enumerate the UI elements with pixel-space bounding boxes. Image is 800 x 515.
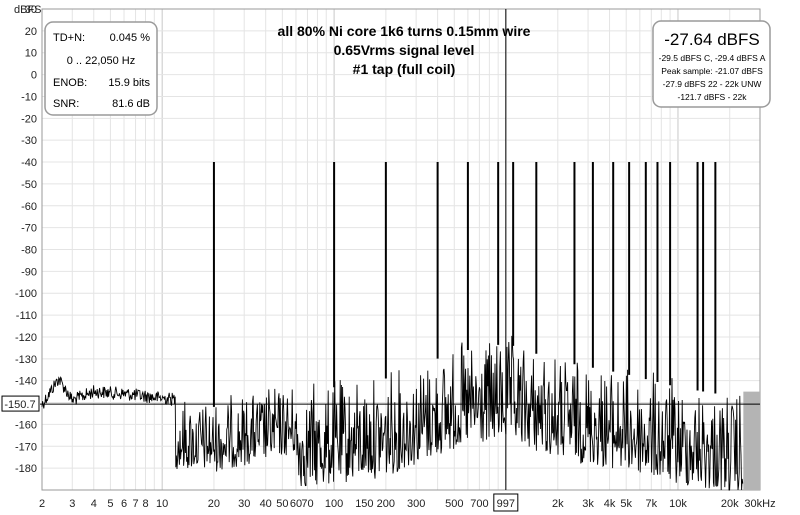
noise-floor-marker-box bbox=[1, 395, 40, 412]
y-tick-label: 0 bbox=[31, 70, 37, 82]
stats-bandwidth-value: 0 .. 22,050 Hz bbox=[67, 55, 136, 67]
stats-snr-label: SNR: bbox=[53, 98, 79, 110]
x-tick-label: 20k bbox=[721, 498, 739, 510]
x-tick-label: 2 bbox=[39, 498, 45, 510]
y-axis-label: dBFS bbox=[14, 4, 42, 16]
x-tick-label: 3 bbox=[69, 498, 75, 510]
stats-enob-value: 15.9 bits bbox=[108, 77, 150, 89]
x-tick-label: 300 bbox=[407, 498, 425, 510]
chart-title-line: all 80% Ni core 1k6 turns 0.15mm wire bbox=[278, 23, 531, 39]
x-tick-label: 20 bbox=[208, 498, 220, 510]
y-tick-label: -20 bbox=[21, 113, 37, 125]
x-tick-label: 4k bbox=[604, 498, 616, 510]
level-main-value: -27.64 dBFS bbox=[664, 30, 759, 49]
x-tick-label: 4 bbox=[91, 498, 97, 510]
spectrum-line bbox=[41, 335, 744, 491]
stats-box: TD+N: 0.045 % 0 .. 22,050 Hz ENOB: 15.9 … bbox=[44, 21, 158, 116]
y-tick-label: -30 bbox=[21, 135, 37, 147]
stats-enob-label: ENOB: bbox=[53, 77, 87, 89]
chart-title-line: 0.65Vrms signal level bbox=[334, 42, 475, 58]
chart-title: all 80% Ni core 1k6 turns 0.15mm wire 0.6… bbox=[278, 23, 531, 77]
x-tick-label: 8 bbox=[142, 498, 148, 510]
x-tick-label: 30kHz bbox=[744, 498, 775, 510]
y-tick-label: -40 bbox=[21, 157, 37, 169]
y-tick-label: 20 bbox=[25, 26, 37, 38]
y-tick-label: -120 bbox=[15, 332, 37, 344]
x-tick-label: 997 bbox=[497, 498, 515, 510]
x-tick-label: 150 bbox=[355, 498, 373, 510]
level-unweighted-line: -27.9 dBFS 22 - 22k UNW bbox=[663, 79, 762, 89]
plot-frame bbox=[41, 8, 761, 491]
noise-floor-marker-label: -150.7 bbox=[4, 399, 35, 411]
y-tick-label: -170 bbox=[15, 441, 37, 453]
x-tick-label: 6 bbox=[121, 498, 127, 510]
y-tick-label: 10 bbox=[25, 48, 37, 60]
chart-title-line: #1 tap (full coil) bbox=[353, 61, 456, 77]
y-tick-label: -60 bbox=[21, 201, 37, 213]
level-box-frame bbox=[652, 20, 771, 108]
stats-tdn-label: TD+N: bbox=[53, 32, 85, 44]
x-tick-label: 200 bbox=[377, 498, 395, 510]
x-tick-label: 500 bbox=[445, 498, 463, 510]
marker-frequency-box bbox=[493, 493, 519, 512]
markers: -150.7 bbox=[1, 9, 760, 490]
x-tick-label: 70 bbox=[301, 498, 313, 510]
y-tick-label: -100 bbox=[15, 288, 37, 300]
y-tick-label: -110 bbox=[16, 310, 37, 322]
x-tick-label: 2k bbox=[552, 498, 564, 510]
x-tick-label: 50 bbox=[276, 498, 288, 510]
x-tick-label: 5 bbox=[107, 498, 113, 510]
spectrum-trace bbox=[41, 335, 760, 491]
stats-tdn-value: 0.045 % bbox=[110, 32, 151, 44]
level-residual-line: -121.7 dBFS - 22k bbox=[678, 92, 748, 102]
x-tick-label: 5k bbox=[620, 498, 632, 510]
x-tick-label: 700 bbox=[470, 498, 488, 510]
y-tick-label: -90 bbox=[21, 266, 37, 278]
y-tick-label: -10 bbox=[21, 91, 37, 103]
x-tick-label: 40 bbox=[260, 498, 272, 510]
stats-snr-value: 81.6 dB bbox=[112, 98, 150, 110]
level-weighted-line: -29.5 dBFS C, -29.4 dBFS A bbox=[659, 53, 766, 63]
y-tick-label: -70 bbox=[21, 223, 37, 235]
harmonic-spikes bbox=[212, 162, 717, 407]
x-tick-label: 7 bbox=[132, 498, 138, 510]
x-tick-label: 10 bbox=[156, 498, 168, 510]
y-tick-label: -180 bbox=[15, 463, 37, 475]
y-tick-label: -80 bbox=[21, 245, 37, 257]
y-tick-label: 30 bbox=[25, 4, 37, 16]
x-tick-label: 60 bbox=[290, 498, 302, 510]
rolloff-region bbox=[743, 391, 760, 490]
y-tick-label: -160 bbox=[15, 419, 37, 431]
y-tick-label: -140 bbox=[15, 376, 37, 388]
x-axis-ticks: 2 3 4 5 6 7 8 10 20 30 40 50 60 70 100 150 200 300 500 700 9… bbox=[39, 493, 776, 512]
y-tick-label: -50 bbox=[21, 179, 37, 191]
x-tick-label: 100 bbox=[325, 498, 343, 510]
level-box: -27.64 dBFS -29.5 dBFS C, -29.4 dBFS A P… bbox=[652, 20, 771, 108]
stats-box-frame bbox=[44, 21, 158, 116]
x-tick-label: 7k bbox=[646, 498, 658, 510]
y-tick-label: -130 bbox=[15, 354, 37, 366]
x-tick-label: 10k bbox=[669, 498, 687, 510]
x-tick-label: 30 bbox=[238, 498, 250, 510]
level-peak-line: Peak sample: -21.07 dBFS bbox=[661, 66, 763, 76]
x-tick-label: 3k bbox=[582, 498, 594, 510]
